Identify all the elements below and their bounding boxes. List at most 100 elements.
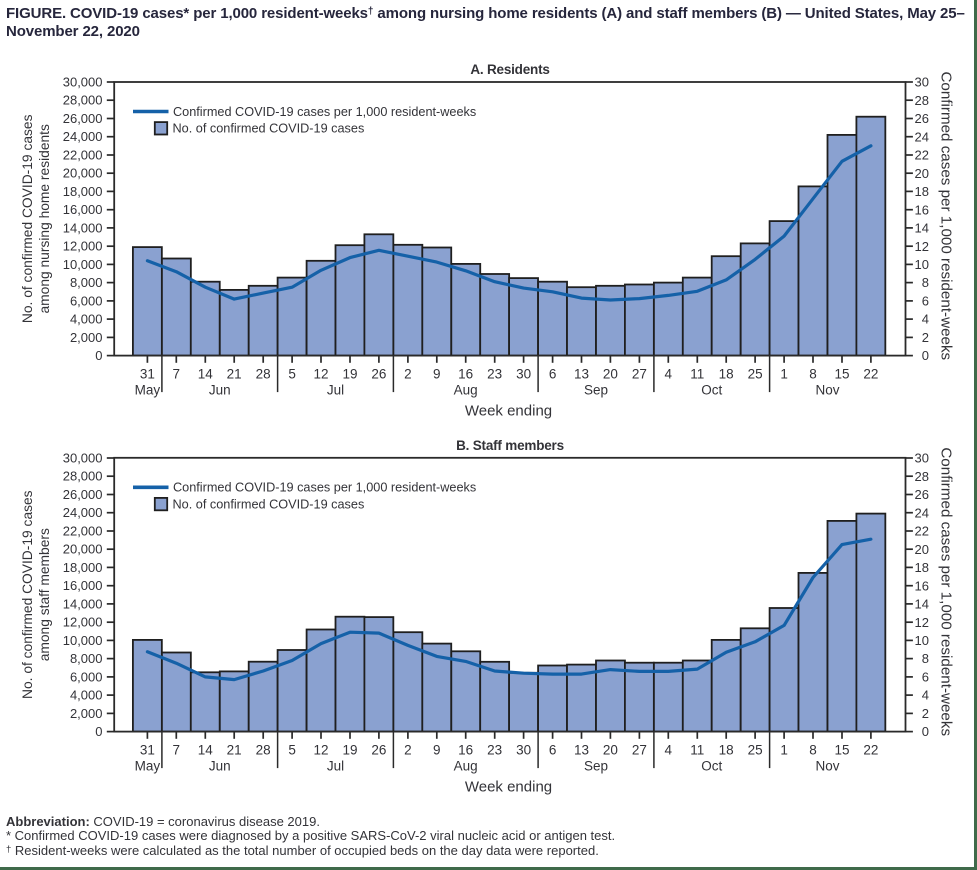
svg-text:30: 30 (915, 75, 929, 90)
svg-text:among nursing home residents: among nursing home residents (37, 124, 52, 314)
svg-text:26,000: 26,000 (63, 487, 103, 502)
svg-text:6: 6 (922, 294, 929, 309)
svg-text:4: 4 (922, 312, 929, 327)
svg-text:4: 4 (665, 743, 673, 758)
svg-text:30,000: 30,000 (63, 74, 103, 89)
svg-text:1: 1 (780, 743, 788, 758)
svg-text:Confirmed cases per 1,000 resi: Confirmed cases per 1,000 resident-weeks (938, 447, 955, 736)
svg-text:5: 5 (288, 367, 296, 382)
svg-text:28,000: 28,000 (63, 469, 103, 484)
svg-text:25: 25 (748, 743, 763, 758)
svg-text:28: 28 (256, 743, 271, 758)
svg-text:7: 7 (173, 743, 181, 758)
svg-text:Nov: Nov (815, 382, 839, 397)
svg-text:16: 16 (915, 202, 929, 217)
svg-text:18: 18 (719, 743, 734, 758)
svg-text:6: 6 (922, 670, 929, 685)
svg-text:24,000: 24,000 (63, 129, 103, 144)
svg-text:9: 9 (433, 367, 441, 382)
svg-text:Oct: Oct (701, 758, 722, 773)
svg-text:28: 28 (915, 469, 929, 484)
svg-text:2: 2 (404, 743, 412, 758)
svg-text:26: 26 (915, 487, 929, 502)
svg-text:15: 15 (834, 743, 849, 758)
svg-text:12: 12 (313, 743, 328, 758)
svg-text:21: 21 (227, 743, 242, 758)
svg-text:11: 11 (690, 743, 704, 758)
svg-text:8,000: 8,000 (70, 651, 103, 666)
svg-text:10: 10 (915, 633, 929, 648)
svg-text:20: 20 (603, 367, 618, 382)
svg-text:Confirmed COVID-19 cases per 1: Confirmed COVID-19 cases per 1,000 resid… (173, 105, 476, 119)
svg-text:31: 31 (140, 367, 155, 382)
svg-text:No. of confirmed COVID-19 case: No. of confirmed COVID-19 cases (173, 122, 365, 136)
svg-text:2,000: 2,000 (70, 330, 103, 345)
svg-text:0: 0 (95, 724, 102, 739)
svg-text:0: 0 (922, 724, 929, 739)
svg-text:B. Staff members: B. Staff members (456, 438, 564, 453)
svg-text:14: 14 (915, 221, 929, 236)
svg-text:18: 18 (915, 560, 929, 575)
svg-text:6: 6 (549, 367, 557, 382)
svg-text:16: 16 (458, 367, 473, 382)
svg-text:18,000: 18,000 (63, 184, 103, 199)
svg-text:Week ending: Week ending (465, 403, 552, 420)
svg-text:12: 12 (915, 239, 929, 254)
svg-text:Confirmed COVID-19 cases per 1: Confirmed COVID-19 cases per 1,000 resid… (173, 481, 476, 495)
svg-text:No. of confirmed COVID-19 case: No. of confirmed COVID-19 cases (173, 497, 365, 511)
svg-text:May: May (135, 382, 161, 397)
svg-text:25: 25 (748, 367, 763, 382)
svg-text:24,000: 24,000 (63, 505, 103, 520)
svg-text:28: 28 (915, 93, 929, 108)
svg-text:6: 6 (549, 743, 557, 758)
svg-text:Oct: Oct (701, 382, 722, 397)
svg-text:Sep: Sep (584, 758, 608, 773)
svg-text:22,000: 22,000 (63, 147, 103, 162)
svg-text:May: May (135, 758, 161, 773)
svg-text:22: 22 (863, 743, 878, 758)
svg-text:2: 2 (922, 330, 929, 345)
svg-text:27: 27 (632, 743, 647, 758)
svg-text:4: 4 (922, 688, 929, 703)
svg-text:Jun: Jun (209, 758, 231, 773)
svg-text:24: 24 (915, 505, 929, 520)
svg-text:12,000: 12,000 (63, 615, 103, 630)
svg-text:28: 28 (256, 367, 271, 382)
svg-text:No. of confirmed COVID-19 case: No. of confirmed COVID-19 cases (20, 490, 35, 699)
svg-text:18: 18 (915, 184, 929, 199)
svg-text:26: 26 (371, 367, 386, 382)
svg-text:30: 30 (915, 451, 929, 466)
svg-text:Week ending: Week ending (465, 779, 552, 796)
svg-text:23: 23 (487, 367, 502, 382)
svg-text:16: 16 (915, 578, 929, 593)
svg-text:2: 2 (404, 367, 412, 382)
svg-text:10,000: 10,000 (63, 257, 103, 272)
svg-text:30,000: 30,000 (63, 450, 103, 465)
svg-text:2,000: 2,000 (70, 706, 103, 721)
svg-text:26: 26 (371, 743, 386, 758)
svg-text:18,000: 18,000 (63, 560, 103, 575)
svg-text:6,000: 6,000 (70, 293, 103, 308)
svg-text:13: 13 (574, 367, 589, 382)
svg-text:20: 20 (915, 542, 929, 557)
svg-text:9: 9 (433, 743, 441, 758)
svg-text:Nov: Nov (815, 758, 839, 773)
svg-text:14: 14 (198, 367, 214, 382)
svg-text:8: 8 (922, 651, 929, 666)
svg-text:23: 23 (487, 743, 502, 758)
svg-text:22: 22 (915, 524, 929, 539)
svg-text:Confirmed cases per 1,000 resi: Confirmed cases per 1,000 resident-weeks (938, 71, 955, 360)
svg-text:among staff members: among staff members (37, 528, 52, 661)
svg-text:20: 20 (603, 743, 618, 758)
svg-text:12: 12 (915, 615, 929, 630)
svg-text:8: 8 (809, 743, 817, 758)
svg-text:19: 19 (342, 367, 357, 382)
svg-text:28,000: 28,000 (63, 93, 103, 108)
svg-text:8,000: 8,000 (70, 275, 103, 290)
svg-text:Sep: Sep (584, 382, 608, 397)
svg-text:14: 14 (915, 597, 929, 612)
svg-text:22,000: 22,000 (63, 523, 103, 538)
svg-text:No. of confirmed COVID-19 case: No. of confirmed COVID-19 cases (20, 114, 35, 323)
svg-text:4: 4 (665, 367, 673, 382)
svg-text:0: 0 (922, 348, 929, 363)
